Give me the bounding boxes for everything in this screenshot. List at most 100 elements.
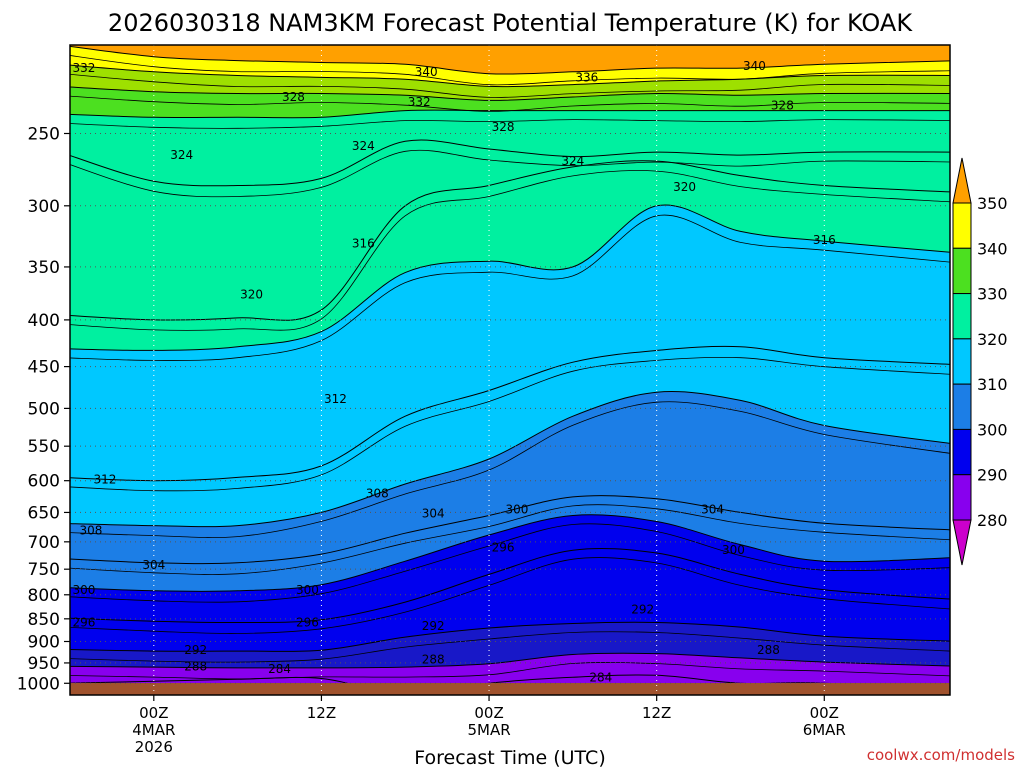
colorbar-label: 330 xyxy=(977,285,1008,304)
contour-line xyxy=(70,214,950,361)
contour-line xyxy=(70,662,950,680)
x-tick-label: 6MAR xyxy=(803,721,846,739)
contour-line xyxy=(70,401,950,538)
colorbar-extend-max xyxy=(952,157,972,204)
contour-label: 284 xyxy=(268,662,291,676)
contour-label: 316 xyxy=(352,237,375,251)
contour-label: 300 xyxy=(73,583,96,597)
y-tick-label: 550 xyxy=(28,437,60,457)
y-tick-label: 650 xyxy=(28,503,60,523)
contour-line xyxy=(70,119,950,129)
x-tick-label: 12Z xyxy=(642,704,671,722)
contour-line xyxy=(70,621,950,652)
contour-label: 324 xyxy=(352,139,375,153)
colorbar-label: 290 xyxy=(977,466,1008,485)
contour-label: 296 xyxy=(73,616,96,630)
contour-label: 332 xyxy=(408,95,431,109)
contour-label: 292 xyxy=(184,643,207,657)
contour-label: 284 xyxy=(589,670,612,684)
contour-label: 288 xyxy=(184,659,207,673)
x-tick-label: 00Z xyxy=(810,704,839,722)
colorbar-segment xyxy=(952,202,972,249)
contour-line xyxy=(70,548,950,624)
gridlines xyxy=(70,45,950,695)
contour-line xyxy=(70,95,950,112)
contour-label: 308 xyxy=(79,523,102,537)
contour-line xyxy=(70,631,950,663)
contour-label: 288 xyxy=(422,653,445,667)
contour-line xyxy=(70,652,950,669)
colorbar-segment xyxy=(952,293,972,340)
contour-label: 324 xyxy=(561,154,584,168)
y-tick-label: 500 xyxy=(28,399,60,419)
colorbar-label: 310 xyxy=(977,375,1008,394)
y-tick-label: 250 xyxy=(28,124,60,144)
contour-line xyxy=(70,45,950,75)
colorbar-segment xyxy=(952,383,972,430)
colorbar-segment xyxy=(952,474,972,521)
contour-label: 340 xyxy=(415,65,438,79)
y-tick-label: 750 xyxy=(28,560,60,580)
contour-line xyxy=(70,64,950,88)
contour-label: 316 xyxy=(813,233,836,247)
y-tick-label: 900 xyxy=(28,632,60,652)
contour-label: 300 xyxy=(296,583,319,597)
contour-label: 292 xyxy=(422,619,445,633)
colorbar-label: 300 xyxy=(977,420,1008,439)
contour-line xyxy=(70,514,950,592)
x-tick-label: 00Z xyxy=(139,704,168,722)
contour-line xyxy=(70,73,950,98)
y-tick-label: 350 xyxy=(28,258,60,278)
y-tick-label: 450 xyxy=(28,358,60,378)
colorbar-segment xyxy=(952,428,972,476)
x-tick-label: 00Z xyxy=(474,704,503,722)
contour-label: 304 xyxy=(142,558,165,572)
theta-bands xyxy=(70,45,950,695)
contour-label: 312 xyxy=(93,472,116,486)
contour-label: 296 xyxy=(492,540,515,554)
colorbar-segment xyxy=(952,247,972,295)
chart-title: 2026030318 NAM3KM Forecast Potential Tem… xyxy=(108,9,913,37)
y-axis: 2503003504004505005506006507007508008509… xyxy=(17,124,70,694)
contour-label: 336 xyxy=(575,70,598,84)
contour-line xyxy=(70,170,950,331)
y-tick-label: 700 xyxy=(28,533,60,553)
contour-label: 288 xyxy=(757,643,780,657)
contour-label: 300 xyxy=(506,502,529,516)
contour-label: 304 xyxy=(701,502,724,516)
x-tick-label: 4MAR xyxy=(132,721,175,739)
y-tick-label: 600 xyxy=(28,472,60,492)
colorbar-label: 340 xyxy=(977,239,1008,258)
y-tick-label: 1000 xyxy=(17,674,60,694)
colorbar-extend-min xyxy=(952,519,972,566)
y-tick-label: 850 xyxy=(28,610,60,630)
y-tick-label: 300 xyxy=(28,197,60,217)
contour-line xyxy=(70,204,950,351)
contour-line xyxy=(70,504,950,575)
colorbar-label: 350 xyxy=(977,194,1008,213)
y-tick-label: 950 xyxy=(28,654,60,674)
colorbar: 350 340 330 320 310 300 290 280 xyxy=(952,157,1008,566)
contour-label: 320 xyxy=(240,287,263,301)
contour-label: 304 xyxy=(422,507,445,521)
y-tick-label: 800 xyxy=(28,586,60,606)
contour-label: 324 xyxy=(170,148,193,162)
contour-line xyxy=(70,391,950,528)
contour-label: 340 xyxy=(743,59,766,73)
contour-label: 332 xyxy=(73,61,96,75)
plot-area: 332 340 336 340 328 332 328 328 324 324 324 320 320 3… xyxy=(70,45,950,695)
x-tick-label: 12Z xyxy=(307,704,336,722)
contour-label: 328 xyxy=(771,99,794,113)
terrain-bar xyxy=(70,683,950,695)
contour-label: 292 xyxy=(631,602,654,616)
contour-line xyxy=(70,139,950,187)
colorbar-segment xyxy=(952,338,972,385)
contour-label: 308 xyxy=(366,487,389,501)
contour-line xyxy=(70,356,950,492)
x-tick-label: 2026 xyxy=(135,738,173,756)
plot-frame xyxy=(69,44,951,696)
y-tick-label: 400 xyxy=(28,311,60,331)
contour-labels: 332 340 336 340 328 332 328 328 324 324 324 320 320 3… xyxy=(73,59,836,684)
